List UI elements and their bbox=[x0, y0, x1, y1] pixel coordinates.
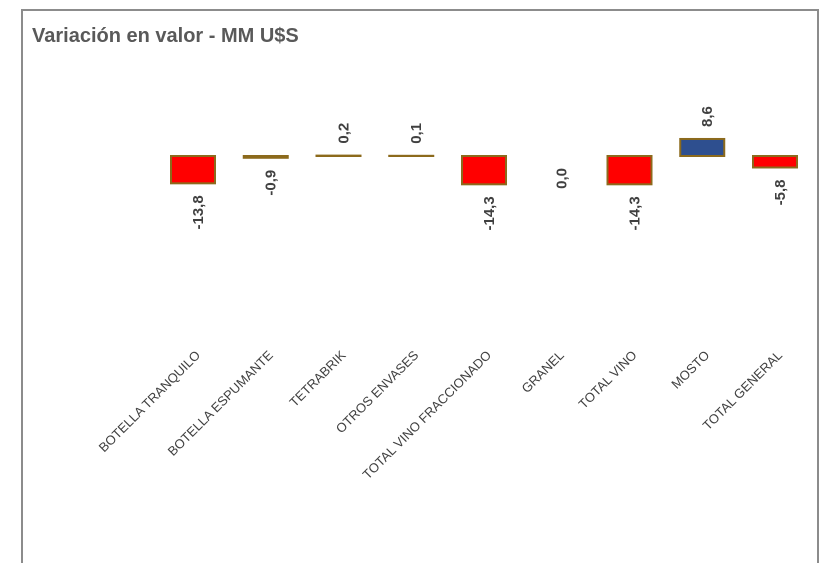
bar bbox=[752, 155, 798, 169]
value-label: 0,1 bbox=[408, 123, 425, 144]
chart-frame bbox=[21, 9, 819, 563]
value-label: 0,2 bbox=[335, 123, 352, 144]
bar bbox=[606, 155, 653, 186]
value-label: 0,0 bbox=[554, 168, 571, 189]
bar bbox=[242, 155, 289, 159]
bar bbox=[461, 155, 507, 186]
chart-title: Variación en valor - MM U$S bbox=[32, 25, 299, 47]
value-label: -14,3 bbox=[481, 196, 498, 230]
value-label: -13,8 bbox=[190, 195, 207, 229]
value-label: -0,9 bbox=[263, 170, 280, 196]
bar bbox=[170, 155, 216, 185]
value-label: -14,3 bbox=[626, 196, 643, 230]
bar bbox=[679, 137, 726, 157]
value-label: 8,6 bbox=[699, 106, 716, 127]
value-label: -5,8 bbox=[772, 179, 789, 205]
